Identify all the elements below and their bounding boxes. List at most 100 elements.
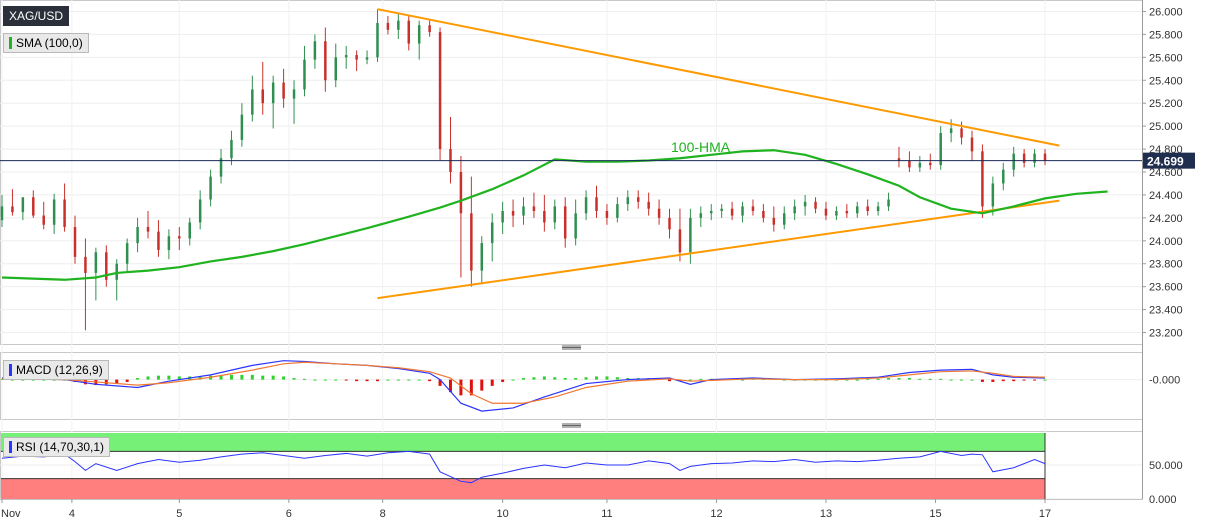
sma-label-text: SMA (100,0) <box>16 36 83 50</box>
macd-histogram-bar <box>866 378 870 380</box>
rsi-indicator-label[interactable]: RSI (14,70,30,1) <box>3 437 111 457</box>
macd-histogram-bar <box>271 375 275 380</box>
rsi-oversold-band <box>1 478 1045 499</box>
candle-body <box>897 158 901 161</box>
macd-histogram-bar <box>10 379 14 381</box>
macd-histogram-bar <box>542 376 546 380</box>
candle-body <box>908 160 911 168</box>
candle-body <box>73 227 77 257</box>
macd-histogram-bar <box>469 379 473 396</box>
candle-body <box>605 210 609 218</box>
macd-histogram-bar <box>960 379 964 381</box>
macd-histogram-bar <box>782 379 786 381</box>
candle-body <box>522 206 525 216</box>
candle-body <box>699 213 703 218</box>
candle-body <box>793 206 796 214</box>
macd-series-line <box>1 360 1046 412</box>
instrument-text: XAG/USD <box>9 9 64 23</box>
macd-histogram-bar <box>125 379 129 382</box>
x-tick-label: 4 <box>69 508 75 520</box>
y-tick-label: 24.200 <box>1149 213 1183 225</box>
instrument-label[interactable]: XAG/USD <box>3 6 70 26</box>
candle-body <box>21 197 25 213</box>
candle-body <box>709 210 713 214</box>
rsi-y-tick-label: 0.000 <box>1149 494 1177 506</box>
candle-body <box>981 151 984 207</box>
macd-histogram-bar <box>136 378 140 380</box>
candle-body <box>52 199 56 225</box>
candle-body <box>730 208 734 216</box>
candle-body <box>1002 169 1005 184</box>
rsi-series-line <box>1 450 1046 484</box>
candle-body <box>741 206 744 216</box>
rsi-label-text: RSI (14,70,30,1) <box>16 440 105 454</box>
macd-histogram-bar <box>83 379 87 385</box>
macd-histogram-bar <box>355 379 359 382</box>
macd-histogram-bar <box>980 379 984 382</box>
last-price-tag <box>1143 152 1195 169</box>
candle-body <box>511 210 515 216</box>
candle-body <box>459 172 463 214</box>
macd-histogram-bar <box>615 377 619 380</box>
macd-histogram-bar <box>970 379 974 381</box>
candle-body <box>856 206 859 214</box>
macd-histogram-bar <box>417 379 421 381</box>
candle-body <box>668 217 671 230</box>
candle-body <box>188 222 191 239</box>
rsi-bands <box>1 433 1046 499</box>
macd-histogram-bar <box>334 379 338 381</box>
candle-body <box>11 206 14 213</box>
candle-body <box>178 236 181 239</box>
trendline-1 <box>377 199 1060 300</box>
macd-histogram-bar <box>459 379 463 396</box>
macd-y-tick-label: -0.000 <box>1149 375 1180 387</box>
macd-indicator-label[interactable]: MACD (12,26,9) <box>3 360 109 380</box>
hma-annotation: 100-HMA <box>671 139 731 155</box>
candle-body <box>386 22 390 30</box>
macd-histogram-bar <box>699 378 703 380</box>
macd-histogram-bar <box>104 379 108 385</box>
macd-swatch <box>9 364 12 376</box>
macd-histogram-bar <box>949 379 953 381</box>
price-layer: 100-HMA <box>0 8 1142 331</box>
grid-layer <box>0 0 1143 500</box>
x-tick-label: 17 <box>1039 508 1051 520</box>
x-tick-label: 8 <box>380 508 386 520</box>
candle-body <box>845 210 849 214</box>
macd-histogram-bar <box>1001 379 1005 382</box>
candle-body <box>365 57 369 60</box>
x-tick-label: 15 <box>929 508 941 520</box>
candle-body <box>167 236 171 250</box>
y-tick-label: 23.800 <box>1149 259 1183 271</box>
candle-body <box>480 243 484 271</box>
candle-body <box>355 55 358 60</box>
candle-body <box>94 252 98 273</box>
candle-body <box>84 256 87 273</box>
candle-body <box>647 201 650 209</box>
rsi-y-tick-label: 50.000 <box>1149 460 1183 472</box>
macd-histogram-bar <box>626 378 630 380</box>
macd-histogram-bar <box>522 378 525 380</box>
macd-histogram-bar <box>115 379 119 384</box>
macd-series-line <box>1 361 1046 404</box>
macd-histogram-bar <box>261 375 265 380</box>
candle-body <box>115 263 118 280</box>
candle-body <box>563 206 567 239</box>
candle-body <box>970 137 974 152</box>
macd-histogram-bar <box>741 379 745 381</box>
macd-histogram-bar <box>907 378 911 380</box>
candle-body <box>157 231 160 250</box>
macd-histogram-bar <box>595 376 599 380</box>
candle-body <box>136 227 139 244</box>
candle-body <box>584 197 588 214</box>
sma-indicator-label[interactable]: SMA (100,0) <box>3 33 89 53</box>
macd-histogram-bar <box>1043 379 1047 381</box>
x-tick-label: 11 <box>601 508 612 520</box>
macd-histogram-bar <box>887 378 891 380</box>
candle-body <box>397 20 400 30</box>
macd-histogram-bar <box>688 379 692 381</box>
candle-body <box>1012 153 1015 170</box>
macd-histogram-bar <box>855 379 859 381</box>
candle-body <box>939 133 942 166</box>
